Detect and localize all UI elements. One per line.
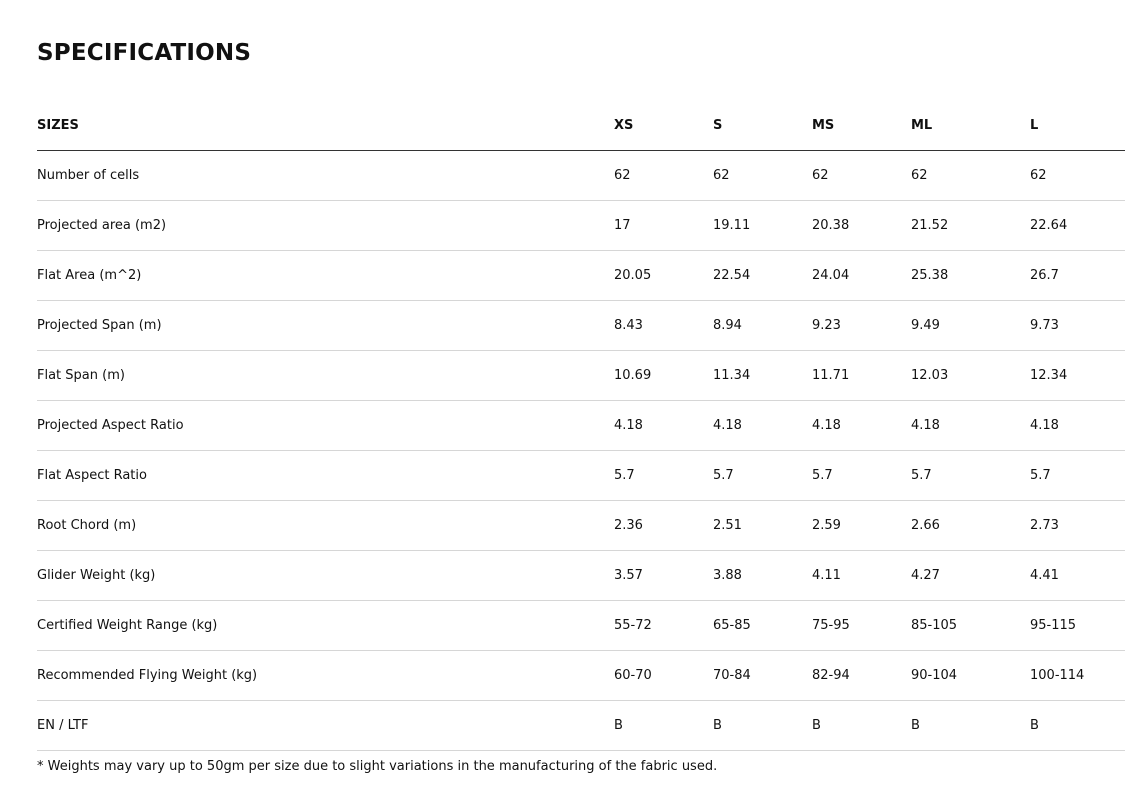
- column-header-size: ML: [911, 100, 1030, 151]
- cell-value: 90-104: [911, 650, 1030, 701]
- table-row: Root Chord (m) 2.36 2.51 2.59 2.66 2.73: [37, 500, 1125, 551]
- page-title: SPECIFICATIONS: [37, 40, 252, 66]
- cell-value: 3.88: [713, 550, 812, 601]
- cell-value: B: [614, 700, 713, 751]
- cell-value: 4.18: [1030, 400, 1125, 451]
- cell-value: 2.73: [1030, 500, 1125, 551]
- table-row: EN / LTF B B B B B: [37, 700, 1125, 751]
- cell-value: 2.66: [911, 500, 1030, 551]
- cell-value: 9.73: [1030, 300, 1125, 351]
- cell-value: 17: [614, 200, 713, 251]
- cell-value: 55-72: [614, 600, 713, 651]
- cell-value: 24.04: [812, 250, 911, 301]
- cell-value: 9.23: [812, 300, 911, 351]
- cell-value: 65-85: [713, 600, 812, 651]
- cell-value: 62: [1030, 150, 1125, 201]
- table-row: Projected Aspect Ratio 4.18 4.18 4.18 4.18 4.…: [37, 400, 1125, 451]
- cell-value: 5.7: [614, 450, 713, 501]
- row-label: EN / LTF: [37, 700, 614, 751]
- table-row: Glider Weight (kg) 3.57 3.88 4.11 4.27 4.41: [37, 550, 1125, 601]
- cell-value: 60-70: [614, 650, 713, 701]
- table-row: Flat Area (m^2) 20.05 22.54 24.04 25.38 26.7: [37, 250, 1125, 301]
- header-row: SIZES XS S MS ML L: [37, 100, 1125, 151]
- cell-value: 62: [614, 150, 713, 201]
- row-label: Projected Aspect Ratio: [37, 400, 614, 451]
- row-label: Certified Weight Range (kg): [37, 600, 614, 651]
- cell-value: 85-105: [911, 600, 1030, 651]
- cell-value: B: [911, 700, 1030, 751]
- column-header-size: L: [1030, 100, 1125, 151]
- cell-value: 95-115: [1030, 600, 1125, 651]
- column-header-size: MS: [812, 100, 911, 151]
- row-label: Number of cells: [37, 150, 614, 201]
- table-row: Recommended Flying Weight (kg) 60-70 70-84…: [37, 650, 1125, 701]
- cell-value: 2.59: [812, 500, 911, 551]
- cell-value: 4.11: [812, 550, 911, 601]
- cell-value: 21.52: [911, 200, 1030, 251]
- cell-value: 100-114: [1030, 650, 1125, 701]
- table-row: Flat Span (m) 10.69 11.34 11.71 12.03 12.34: [37, 350, 1125, 401]
- cell-value: 62: [812, 150, 911, 201]
- cell-value: 12.34: [1030, 350, 1125, 401]
- cell-value: 11.71: [812, 350, 911, 401]
- cell-value: 4.18: [812, 400, 911, 451]
- row-label: Flat Aspect Ratio: [37, 450, 614, 501]
- cell-value: 8.94: [713, 300, 812, 351]
- table-row: Certified Weight Range (kg) 55-72 65-85 75-…: [37, 600, 1125, 651]
- cell-value: 5.7: [1030, 450, 1125, 501]
- row-label: Flat Area (m^2): [37, 250, 614, 301]
- cell-value: 70-84: [713, 650, 812, 701]
- cell-value: 8.43: [614, 300, 713, 351]
- table-row: Projected area (m2) 17 19.11 20.38 21.52 22.6…: [37, 200, 1125, 251]
- column-header-sizes: SIZES: [37, 100, 614, 151]
- row-label: Recommended Flying Weight (kg): [37, 650, 614, 701]
- cell-value: 75-95: [812, 600, 911, 651]
- cell-value: 25.38: [911, 250, 1030, 301]
- cell-value: 4.41: [1030, 550, 1125, 601]
- cell-value: 4.18: [713, 400, 812, 451]
- row-label: Glider Weight (kg): [37, 550, 614, 601]
- cell-value: B: [713, 700, 812, 751]
- cell-value: 5.7: [812, 450, 911, 501]
- cell-value: 3.57: [614, 550, 713, 601]
- cell-value: B: [1030, 700, 1125, 751]
- column-header-size: S: [713, 100, 812, 151]
- table-row: Flat Aspect Ratio 5.7 5.7 5.7 5.7 5.7: [37, 450, 1125, 501]
- cell-value: 10.69: [614, 350, 713, 401]
- cell-value: 2.36: [614, 500, 713, 551]
- row-label: Root Chord (m): [37, 500, 614, 551]
- cell-value: 22.54: [713, 250, 812, 301]
- specifications-table: SIZES XS S MS ML L Number of cells 62 62 62 62 62 P…: [37, 100, 1125, 751]
- cell-value: 19.11: [713, 200, 812, 251]
- cell-value: 5.7: [911, 450, 1030, 501]
- cell-value: B: [812, 700, 911, 751]
- cell-value: 2.51: [713, 500, 812, 551]
- cell-value: 4.18: [911, 400, 1030, 451]
- row-label: Projected area (m2): [37, 200, 614, 251]
- cell-value: 4.27: [911, 550, 1030, 601]
- cell-value: 62: [713, 150, 812, 201]
- column-header-size: XS: [614, 100, 713, 151]
- cell-value: 26.7: [1030, 250, 1125, 301]
- cell-value: 20.38: [812, 200, 911, 251]
- table-row: Projected Span (m) 8.43 8.94 9.23 9.49 9.73: [37, 300, 1125, 351]
- cell-value: 82-94: [812, 650, 911, 701]
- cell-value: 9.49: [911, 300, 1030, 351]
- cell-value: 62: [911, 150, 1030, 201]
- cell-value: 20.05: [614, 250, 713, 301]
- table-row: Number of cells 62 62 62 62 62: [37, 150, 1125, 201]
- footnote: * Weights may vary up to 50gm per size d…: [37, 759, 718, 774]
- row-label: Projected Span (m): [37, 300, 614, 351]
- cell-value: 12.03: [911, 350, 1030, 401]
- cell-value: 4.18: [614, 400, 713, 451]
- cell-value: 11.34: [713, 350, 812, 401]
- cell-value: 22.64: [1030, 200, 1125, 251]
- cell-value: 5.7: [713, 450, 812, 501]
- row-label: Flat Span (m): [37, 350, 614, 401]
